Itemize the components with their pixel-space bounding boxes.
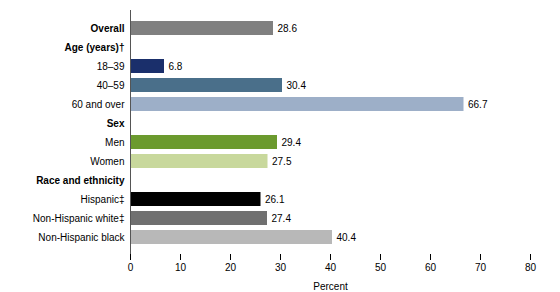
svg-text:27.5: 27.5 [272, 156, 292, 167]
svg-text:18–39: 18–39 [97, 61, 125, 72]
svg-text:10: 10 [175, 262, 187, 273]
svg-text:Hispanic‡: Hispanic‡ [81, 194, 125, 205]
svg-text:60: 60 [425, 262, 437, 273]
svg-text:80: 80 [525, 262, 537, 273]
svg-text:60 and over: 60 and over [72, 99, 125, 110]
svg-text:40.4: 40.4 [337, 232, 357, 243]
svg-text:Sex: Sex [107, 118, 125, 129]
svg-text:Percent: Percent [313, 281, 348, 292]
svg-text:0: 0 [128, 262, 134, 273]
svg-text:Men: Men [105, 137, 124, 148]
svg-text:40–59: 40–59 [97, 80, 125, 91]
svg-text:Overall: Overall [91, 23, 125, 34]
svg-text:29.4: 29.4 [282, 137, 302, 148]
svg-text:28.6: 28.6 [278, 23, 298, 34]
svg-text:20: 20 [225, 262, 237, 273]
svg-text:30.4: 30.4 [287, 80, 307, 91]
svg-text:Age (years)†: Age (years)† [64, 42, 124, 53]
svg-text:27.4: 27.4 [272, 213, 292, 224]
svg-text:Non-Hispanic black: Non-Hispanic black [38, 232, 125, 243]
svg-text:50: 50 [375, 262, 387, 273]
svg-text:Women: Women [90, 156, 124, 167]
svg-text:6.8: 6.8 [169, 61, 183, 72]
svg-text:26.1: 26.1 [265, 194, 285, 205]
svg-text:Non-Hispanic white‡: Non-Hispanic white‡ [33, 213, 125, 224]
svg-text:30: 30 [275, 262, 287, 273]
svg-text:70: 70 [475, 262, 487, 273]
svg-text:Race and ethnicity: Race and ethnicity [36, 175, 125, 186]
svg-text:66.7: 66.7 [468, 99, 488, 110]
svg-text:40: 40 [325, 262, 337, 273]
